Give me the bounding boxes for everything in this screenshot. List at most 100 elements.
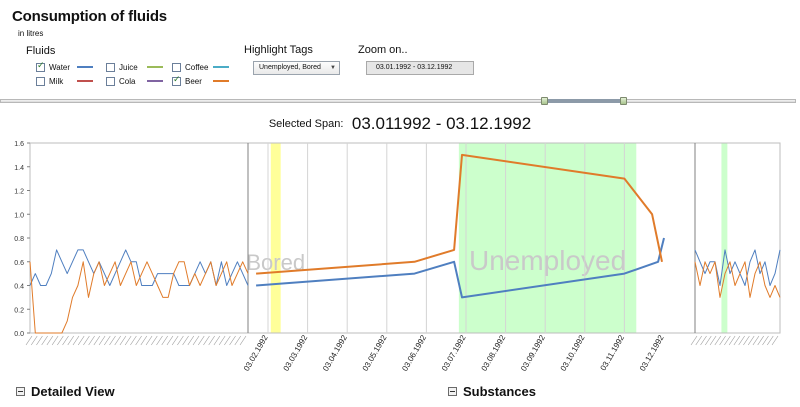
dense-x-tick: [104, 335, 111, 346]
dense-x-tick: [41, 335, 48, 346]
y-tick-label: 0.4: [14, 284, 24, 291]
dense-x-tick: [752, 335, 760, 346]
x-tick-label: 03.07.1992: [440, 333, 468, 373]
dense-x-tick: [36, 335, 43, 346]
y-tick-label: 1.0: [14, 212, 24, 219]
dense-x-tick: [109, 335, 116, 346]
legend-item-juice[interactable]: Juice: [106, 61, 163, 73]
dense-x-tick: [30, 335, 38, 346]
plot-frame: [29, 142, 781, 334]
dense-x-tick: [700, 335, 707, 346]
dense-x-tick: [171, 335, 179, 346]
legend-checkbox-beer[interactable]: [172, 75, 181, 86]
legend-label-coffee: Coffee: [185, 62, 209, 72]
highlight-tags-value: Unemployed, Bored: [259, 64, 321, 71]
legend-item-coffee[interactable]: Coffee: [172, 61, 229, 73]
selected-span-label: Selected Span:: [268, 118, 344, 130]
dense-x-tick: [724, 335, 731, 346]
dense-x-tick: [62, 335, 69, 346]
dense-x-tick: [182, 335, 189, 346]
legend-label-beer: Beer: [185, 76, 202, 86]
dense-x-tick: [72, 335, 80, 346]
dense-x-tick: [93, 335, 101, 346]
dense-x-tick: [51, 335, 59, 346]
y-tick-label: 1.6: [14, 141, 24, 148]
zoom-range-field[interactable]: 03.01.1992 - 03.12.1992: [366, 61, 474, 75]
dense-x-tick: [213, 335, 221, 346]
x-tick-label: 03.02.1992: [242, 333, 270, 373]
dense-x-tick: [25, 335, 33, 346]
legend-item-beer[interactable]: Beer: [172, 75, 229, 87]
legend-label-milk: Milk: [49, 76, 64, 86]
dense-x-tick: [177, 335, 184, 346]
dense-x-tick: [119, 335, 127, 346]
legend-label-cola: Cola: [119, 76, 136, 86]
dense-x-tick: [733, 335, 741, 346]
dense-x-tick: [140, 335, 148, 346]
x-tick-label: 03.08.1992: [480, 333, 508, 373]
dense-x-tick: [88, 335, 95, 346]
detailed-view-label: Detailed View: [31, 384, 115, 399]
y-tick-label: 1.2: [14, 189, 24, 196]
dense-x-tick: [218, 335, 226, 346]
dense-x-tick: [156, 335, 163, 346]
dense-x-tick: [187, 335, 195, 346]
dense-x-tick: [124, 335, 132, 346]
series-water-right: [694, 249, 781, 286]
y-tick-label: 0.6: [14, 260, 24, 267]
expand-icon[interactable]: [16, 387, 25, 396]
chevron-down-icon: ▼: [330, 65, 336, 71]
legend-swatch-cola: [147, 80, 163, 82]
highlight-label: Unemployed: [469, 245, 626, 276]
dense-x-tick: [208, 335, 215, 346]
legend-label-water: Water: [49, 62, 71, 72]
legend-checkbox-juice[interactable]: [106, 62, 115, 72]
dense-x-tick: [719, 335, 726, 346]
y-tick-label: 0.2: [14, 307, 24, 314]
dense-x-tick: [705, 335, 712, 346]
detailed-view-section[interactable]: Detailed View: [16, 384, 115, 399]
expand-icon[interactable]: [448, 387, 457, 396]
dense-x-tick: [224, 335, 231, 346]
legend-swatch-water: [77, 66, 93, 68]
zoom-slider-start-handle[interactable]: [541, 97, 548, 105]
substances-label: Substances: [463, 384, 536, 399]
y-tick-label: 0.8: [14, 236, 24, 243]
legend-checkbox-cola[interactable]: [106, 76, 115, 86]
dense-x-tick: [743, 335, 750, 346]
legend-item-water[interactable]: Water: [36, 61, 93, 73]
legend-checkbox-water[interactable]: [36, 61, 45, 72]
highlight-tags-select[interactable]: Unemployed, Bored ▼: [253, 61, 340, 75]
dense-x-tick: [239, 335, 247, 346]
legend-item-cola[interactable]: Cola: [106, 75, 163, 87]
zoom-slider-range[interactable]: [545, 99, 623, 103]
zoom-label: Zoom on..: [358, 44, 408, 56]
dense-x-tick: [166, 335, 174, 346]
highlight-tags-label: Highlight Tags: [244, 44, 313, 56]
x-tick-label: 03.12.1992: [638, 333, 666, 373]
dense-x-tick: [130, 335, 137, 346]
legend-checkbox-milk[interactable]: [36, 76, 45, 86]
dense-x-tick: [762, 335, 769, 346]
zoom-slider-end-handle[interactable]: [620, 97, 627, 105]
dense-x-tick: [690, 335, 698, 346]
legend-swatch-beer: [213, 80, 229, 82]
dense-x-tick: [57, 335, 64, 346]
dense-x-tick: [161, 335, 168, 346]
legend-item-milk[interactable]: Milk: [36, 75, 93, 87]
legend-checkbox-coffee[interactable]: [172, 62, 181, 72]
x-tick-label: 03.05.1992: [361, 333, 389, 373]
dense-x-tick: [77, 335, 85, 346]
x-tick-label: 03.10.1992: [559, 333, 587, 373]
dense-x-tick: [234, 335, 242, 346]
dense-x-tick: [747, 335, 755, 346]
dense-x-tick: [738, 335, 745, 346]
series-water-main: [256, 237, 665, 299]
dense-x-tick: [709, 335, 717, 346]
zoom-slider-track[interactable]: [0, 99, 796, 103]
highlight-band: [270, 143, 281, 333]
legend-label-juice: Juice: [119, 62, 138, 72]
dense-x-tick: [114, 335, 121, 346]
highlight-band: [458, 143, 637, 333]
substances-section[interactable]: Substances: [448, 384, 536, 399]
